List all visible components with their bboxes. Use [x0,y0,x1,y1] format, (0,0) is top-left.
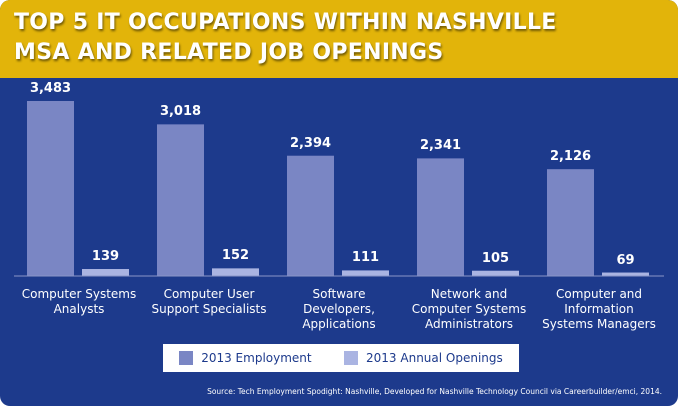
x-tick-label: Computer Systems Analysts [21,287,137,316]
x-tick-label: Software Developers, Applications [302,287,376,331]
bar [342,270,389,276]
value-label: 2,394 [289,135,332,151]
value-label: 139 [91,249,120,265]
bar [157,124,204,276]
bar [287,155,334,276]
legend-label: 2013 Employment [201,350,312,365]
bar [212,268,259,276]
legend-item: 2013 Annual Openings [344,351,503,366]
value-label: 3,483 [29,81,72,96]
legend-item: 2013 Employment [179,350,312,366]
bar [472,270,519,276]
value-label: 105 [481,250,510,266]
value-label: 152 [221,248,250,264]
value-label: 111 [351,250,380,266]
header-band [0,0,678,78]
x-tick-label: Computer and Information Systems Manager… [542,287,656,331]
value-label: 69 [616,252,635,268]
value-label: 2,341 [419,138,462,154]
bar [82,269,129,276]
x-tick-label: Computer User Support Specialists [151,287,267,316]
bar [417,158,464,276]
legend-label: 2013 Annual Openings [366,350,503,365]
chart-title: TOP 5 IT OCCUPATIONS WITHIN NASHVILLE MS… [14,10,557,65]
legend-swatch [179,351,194,366]
bar [602,272,649,276]
legend: 2013 Employment 2013 Annual Openings [163,344,519,372]
x-tick-label: Network and Computer Systems Administrat… [411,287,527,331]
value-label: 3,018 [159,104,202,120]
source-note: Source: Tech Employment Spodight: Nashvi… [207,387,662,396]
bar [27,101,74,276]
legend-swatch [344,351,359,366]
bar [547,169,594,276]
value-label: 2,126 [549,149,592,165]
